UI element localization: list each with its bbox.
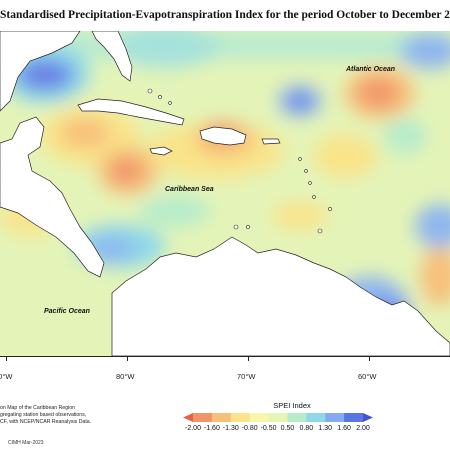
- legend-value-label: 1.60: [337, 425, 351, 432]
- atlantic-ocean-label: Atlantic Ocean: [346, 66, 396, 73]
- tick-mark-80w: [127, 356, 128, 361]
- tick-label-80w: 80°W: [116, 372, 135, 381]
- note-line-3: CF, with NCEP/NCAR Reanalysis Data.: [0, 419, 92, 425]
- legend-swatch: [287, 413, 307, 422]
- tick-mark-70w: [248, 356, 249, 361]
- legend-value-label: 0.80: [299, 425, 314, 432]
- legend-value-label: 1.30: [318, 425, 333, 432]
- legend-value-label: 0.50: [280, 425, 295, 432]
- legend-swatch: [306, 413, 326, 422]
- credit-text: CIMH Mar-2023: [8, 440, 44, 446]
- legend-swatch: [249, 413, 269, 422]
- tick-label-70w: 70°W: [237, 372, 256, 381]
- legend-swatch-low: [183, 413, 193, 422]
- legend-value-label: -0.50: [260, 425, 277, 432]
- legend-value-label: -1.30: [222, 425, 239, 432]
- land-masses: [0, 31, 450, 356]
- legend-swatch: [230, 413, 250, 422]
- legend-swatch: [193, 413, 213, 422]
- legend-value-label: 2.00: [356, 425, 370, 432]
- legend-title: SPEI Index: [273, 401, 311, 410]
- legend-swatch-high: [363, 413, 373, 422]
- map-title: Standardised Precipitation-Evapotranspir…: [0, 9, 450, 21]
- legend-value-label: -0.80: [241, 425, 258, 432]
- tick-label-90w: 90°W: [0, 372, 13, 381]
- pacific-ocean-label: Pacific Ocean: [44, 308, 90, 315]
- spei-map-graphic: [0, 31, 450, 356]
- note-line-1: on Map of the Caribbean Region: [0, 405, 75, 411]
- caribbean-sea-label: Caribbean Sea: [165, 186, 214, 193]
- legend-value-label: -1.60: [203, 425, 220, 432]
- tick-label-60w: 60°W: [358, 372, 377, 381]
- tick-mark-90w: [6, 356, 7, 361]
- tick-mark-60w: [369, 356, 370, 361]
- note-line-2: gregating station based observations,: [0, 412, 87, 418]
- legend-value-label: -2.00: [185, 425, 201, 432]
- legend-swatch: [268, 413, 288, 422]
- spei-map: Atlantic Ocean Caribbean Sea Pacific Oce…: [0, 31, 450, 357]
- legend-swatch: [211, 413, 232, 422]
- legend-swatch: [325, 413, 345, 422]
- legend-swatch: [344, 413, 364, 422]
